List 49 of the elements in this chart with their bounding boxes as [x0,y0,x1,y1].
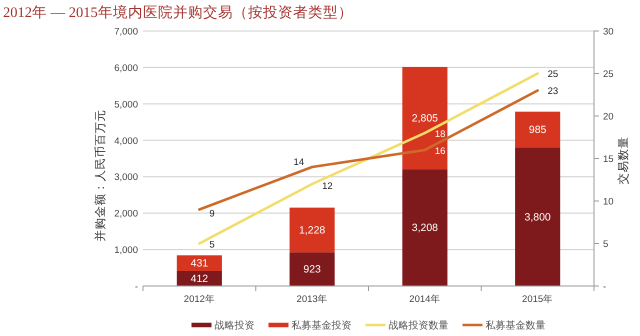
y2-tick-label: 15 [603,154,614,165]
data-label: 3,208 [412,222,438,234]
data-label: 412 [190,272,208,285]
y2-tick-label: 25 [603,69,614,80]
chart-title: 2012年 — 2015年境内医院并购交易（按投资者类型） [3,4,353,21]
y2-tick-label: 5 [603,239,608,250]
legend-label: 私募基金数量 [486,320,546,332]
y2-tick-label: 10 [603,196,614,208]
x-tick-label: 2013年 [296,293,328,305]
data-label: 5 [209,240,215,250]
y2-tick-label: 30 [603,26,614,38]
data-label: 9 [209,208,215,220]
y2-tick-label: - [603,282,606,292]
data-label: 18 [434,129,446,140]
data-label: 25 [548,69,558,80]
y2-axis-title: 交易数量 [616,136,630,184]
data-label: 14 [294,157,304,168]
y-tick-label: 5,000 [114,99,138,110]
y-tick-label: 3,000 [114,172,138,184]
x-tick-label: 2012年 [184,293,215,305]
data-label: 431 [190,258,208,270]
data-label: 3,800 [524,211,551,224]
bar [402,66,448,170]
legend-label: 战略投资数量 [388,320,448,332]
y-tick-label: 1,000 [114,245,138,256]
data-label: 2,805 [412,112,438,125]
bar [290,208,335,252]
bar [176,255,222,271]
y2-tick-label: 20 [603,112,614,122]
bar [515,148,560,286]
bar [515,112,560,148]
legend-label: 私募基金投资 [292,320,352,332]
x-tick-label: 2015年 [522,293,554,305]
data-label: 985 [528,124,547,136]
data-label: 23 [548,86,558,97]
y-tick-label: - [134,282,138,292]
data-label: 1,228 [298,224,326,237]
y-tick-label: 4,000 [114,136,138,147]
legend-label: 战略投资 [214,320,254,332]
y-axis-title: 并购金额：人民币百万元 [93,110,107,242]
data-label: 923 [303,264,322,276]
y-tick-label: 6,000 [114,62,138,74]
x-tick-label: 2014年 [409,293,440,305]
y-tick-label: 7,000 [114,26,138,38]
bar [290,252,335,286]
data-label: 12 [322,181,333,192]
y-tick-label: 2,000 [114,208,138,220]
data-label: 16 [434,146,446,157]
bar [402,169,448,286]
